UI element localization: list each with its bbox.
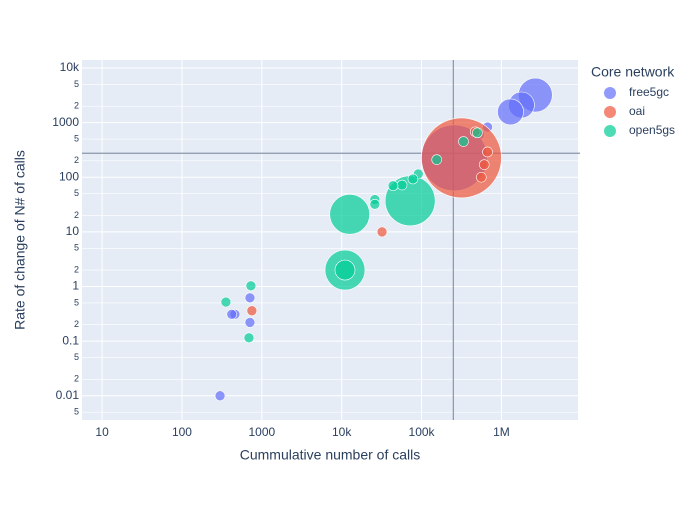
y-tick-label: 1 [72,279,79,293]
legend-marker [604,106,616,118]
legend-marker [604,87,616,99]
bubble [243,332,255,344]
y-tick-label: 10 [66,224,80,238]
x-tick-label: 1000 [248,425,275,439]
y-tick-label: 2 [74,374,79,384]
y-tick-label: 5 [74,297,79,307]
y-tick-label: 5 [74,188,79,198]
y-tick-label: 5 [74,407,79,417]
x-tick-label: 10 [95,425,109,439]
legend-title: Core network [591,64,675,80]
bubble [334,259,356,281]
x-axis-title: Cummulative number of calls [240,447,421,463]
bubble [478,159,490,170]
bubble [458,136,469,147]
bubble [387,180,399,192]
legend-label: free5gc [629,85,669,99]
bubble [476,171,487,183]
x-tick-label: 100k [409,425,436,439]
legend-item[interactable]: free5gc [604,85,669,99]
y-tick-label: 2 [74,319,79,329]
bubble [226,308,238,320]
bubble [431,154,443,165]
y-tick-label: 0.01 [56,388,80,402]
plot-background [82,60,578,420]
bubble [396,179,408,191]
y-tick-label: 2 [74,264,79,274]
x-tick-label: 100 [172,425,192,439]
y-axis-title: Rate of change of N# of calls [12,150,28,330]
legend-item[interactable]: open5gs [604,123,675,137]
y-tick-label: 1000 [52,115,79,129]
legend-label: oai [629,104,645,118]
bubble [497,98,524,126]
x-tick-label: 10k [332,425,352,439]
y-tick-label: 2 [74,155,79,165]
bubble [482,146,493,158]
y-tick-label: 10k [60,60,80,74]
y-tick-label: 5 [74,79,79,89]
bubble [246,305,258,317]
y-tick-label: 2 [74,210,79,220]
legend-label: open5gs [629,123,675,137]
bubble [244,292,256,304]
bubble [472,127,483,139]
bubble [244,317,256,328]
y-tick-label: 5 [74,243,79,253]
bubble [376,226,388,238]
y-tick-label: 5 [74,133,79,143]
y-tick-label: 2 [74,101,79,111]
bubble [369,198,381,210]
legend-item[interactable]: oai [604,104,645,118]
bubble [329,193,371,235]
y-tick-label: 100 [59,169,79,183]
bubble [220,296,232,308]
bubble [214,390,226,402]
y-tick-label: 5 [74,352,79,362]
y-tick-label: 0.1 [62,333,79,347]
bubble [407,173,419,185]
legend-marker [604,125,616,137]
bubble [245,280,257,292]
x-tick-label: 1M [493,425,510,439]
